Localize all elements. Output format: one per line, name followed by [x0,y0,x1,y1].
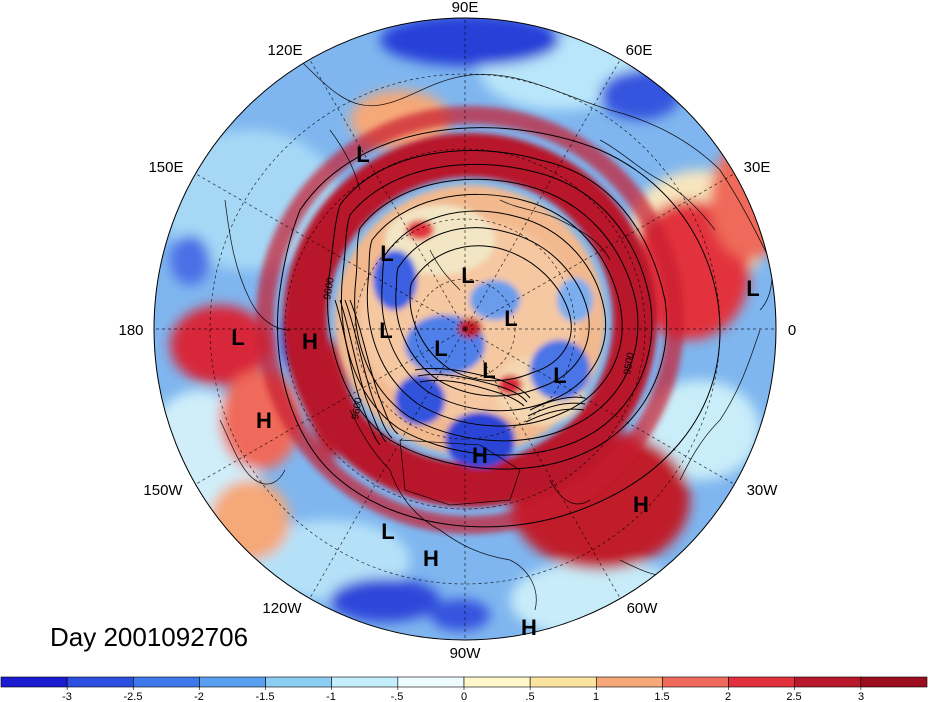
low-pressure-marker: L [482,358,495,383]
low-pressure-marker: L [379,318,392,343]
high-pressure-marker: H [256,408,272,433]
colorbar-box [397,676,465,688]
longitude-labels: 90E 60E 30E 0 30W 60W 90W 120W 150W 180 … [118,0,796,662]
colorbar-label: 1 [593,691,599,702]
lon-label-120w: 120W [262,600,302,617]
lon-label-60e: 60E [626,42,653,59]
lon-label-0: 0 [788,322,796,339]
high-pressure-marker: H [423,546,439,571]
low-pressure-marker: L [504,306,517,331]
colorbar-box [794,676,862,688]
contour-label: 9500 [622,351,637,375]
contour-label: 9600 [322,276,337,300]
low-pressure-marker: L [231,325,244,350]
geopotential-contours [277,127,721,528]
colorbar-box [331,676,399,688]
colorbar-label: .5 [525,691,534,702]
colorbar-label: 1.5 [654,691,669,702]
low-pressure-marker: L [746,276,759,301]
graticule [154,18,776,640]
colorbar-label: 2 [725,691,731,702]
low-pressure-marker: L [461,263,474,288]
colorbar-box [265,676,333,688]
colorbar-box [529,676,597,688]
day-label: Day 2001092706 [50,622,248,652]
pressure-markers: L L L L L L L L L L L H H H H H H [231,142,759,640]
colorbar-label: 0 [461,691,467,702]
colorbar-label: -2 [194,691,204,702]
lon-label-30w: 30W [747,482,779,499]
lon-label-150w: 150W [143,482,183,499]
colorbar-label: -1.5 [256,691,275,702]
lon-label-90w: 90W [450,645,482,662]
high-pressure-marker: H [472,443,488,468]
colorbar-label: -2.5 [124,691,143,702]
colorbar-label: -3 [62,691,72,702]
colorbar-box [199,676,266,688]
high-pressure-marker: H [302,329,318,354]
colorbar-box [132,676,200,688]
low-pressure-marker: L [356,142,369,167]
lon-label-90e: 90E [452,0,479,16]
colorbar: -3 -2.5 -2 -1.5 -1 -.5 0 .5 1 1.5 2 2.5 … [0,676,928,702]
lon-label-150e: 150E [148,159,183,176]
colorbar-box [662,676,729,688]
high-pressure-marker: H [521,615,537,640]
colorbar-box [728,676,796,688]
contour-labels: 9600 9600 9500 [322,276,637,420]
lon-label-120e: 120E [267,42,302,59]
colorbar-box [595,676,663,688]
low-pressure-marker: L [434,336,447,361]
low-pressure-marker: L [381,519,394,544]
lon-label-60w: 60W [627,600,659,617]
colorbar-box [66,676,134,688]
colorbar-label: -1 [326,691,336,702]
lon-label-180: 180 [118,322,143,339]
low-pressure-marker: L [553,363,566,388]
anomaly-field [154,18,776,640]
colorbar-box [860,676,928,688]
colorbar-box [0,676,68,688]
map-boundary [153,17,777,641]
colorbar-box [463,676,531,688]
colorbar-label: -.5 [391,691,404,702]
lon-label-30e: 30E [744,159,771,176]
contour-label: 9600 [350,396,365,420]
colorbar-label: 3 [858,691,864,702]
low-pressure-marker: L [380,241,393,266]
colorbar-label: 2.5 [786,691,801,702]
coastlines [219,59,773,611]
high-pressure-marker: H [633,492,649,517]
